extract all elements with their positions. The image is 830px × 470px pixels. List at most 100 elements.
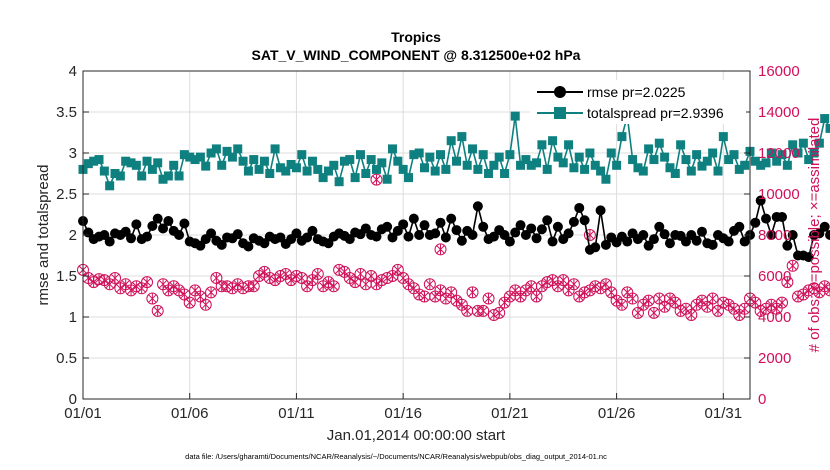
obs-circle [493,306,506,319]
rmse-point [104,236,115,247]
obs-cross [825,285,830,292]
totalspread-point [425,152,435,162]
right-y-tick-label: 12000 [758,145,800,162]
obs-possible-point [445,286,458,299]
obs-possible-point [498,296,511,309]
obs-circle [615,298,628,311]
totalspread-point [702,156,712,166]
obs-possible-point [530,290,543,303]
rmse-point [563,228,574,239]
rmse-point [504,236,515,247]
totalspread-point [323,166,333,176]
obs-possible-point [776,296,789,309]
plot-area [77,111,830,321]
totalspread-point [137,171,147,181]
right-y-axis-label: # of obs: o=possible; ×=assimilated [806,118,823,353]
obs-circle [626,292,639,305]
obs-circle [786,259,799,272]
totalspread-point [793,148,803,158]
totalspread-point [601,174,611,184]
obs-circle [205,286,218,299]
totalspread-point [105,181,115,191]
totalspread-point [686,166,696,176]
obs-circle [530,290,543,303]
totalspread-point [441,164,451,174]
totalspread-point [644,144,654,154]
rmse-point [696,226,707,237]
totalspread-point [110,169,120,178]
totalspread-point [612,160,622,170]
obs-assimilated-point [434,243,447,256]
rmse-point [398,219,409,230]
rmse-point [451,225,462,236]
totalspread-point [558,158,568,168]
x-tick-label: 01/11 [278,405,314,422]
rmse-point [552,221,563,232]
totalspread-point [329,160,339,170]
obs-possible-point [189,284,202,297]
left-y-tick-label: 3 [69,145,77,162]
rmse-point [435,217,446,228]
rmse-point [590,242,601,253]
obs-possible-point [311,267,324,280]
totalspread-point [211,144,221,154]
totalspread-point [83,159,93,169]
obs-possible-point [135,282,148,295]
rmse-point [446,213,457,224]
totalspread-point [782,160,792,170]
rmse-point [179,218,190,229]
obs-possible-point [247,280,260,293]
rmse-point [819,221,830,232]
rmse-point [510,227,521,238]
totalspread-point [334,177,344,187]
rmse-point [638,230,649,240]
totalspread-line [82,115,830,188]
rmse-series [78,195,830,263]
obs-possible-point [482,292,495,305]
rmse-point [206,228,217,239]
totalspread-point [195,152,205,162]
totalspread-point [89,156,99,166]
totalspread-point [633,163,643,173]
left-y-tick-label: 2 [69,227,77,244]
rmse-point [734,221,745,232]
obs-possible-point [183,296,196,309]
totalspread-point [766,148,776,158]
totalspread-point [756,160,766,170]
totalspread-point [505,150,515,160]
rmse-point [787,230,798,240]
obs-possible-point [194,290,207,303]
obs-possible-point [706,292,719,305]
totalspread-point [169,160,179,170]
right-y-tick-label: 14000 [758,104,800,121]
rmse-point [131,219,142,230]
rmse-point [766,230,777,240]
totalspread-point [179,150,189,160]
chart-title: Tropics [391,29,441,45]
obs-possible-point [109,272,122,285]
rmse-point [163,216,174,227]
totalspread-point [489,160,499,170]
totalspread-point [94,155,104,165]
rmse-point [595,205,606,216]
rmse-point [526,223,537,234]
obs-assimilated-point [370,173,383,186]
totalspread-point [713,166,723,176]
obs-circle [146,292,159,305]
rmse-point [574,202,585,213]
totalspread-point [740,160,750,170]
obs-possible-point [103,278,116,291]
obs-possible-point [567,278,580,291]
rmse-point [648,234,659,245]
obs-possible-point [258,265,271,278]
x-tick-label: 01/26 [598,405,636,422]
right-y-tick-label: 0 [758,391,766,408]
obs-possible-point [647,306,660,319]
totalspread-point [500,169,510,178]
rmse-point [232,229,243,240]
rmse-point [654,221,665,232]
obs-circle [482,292,495,305]
totalspread-point [307,156,317,166]
totalspread-point [452,156,462,166]
